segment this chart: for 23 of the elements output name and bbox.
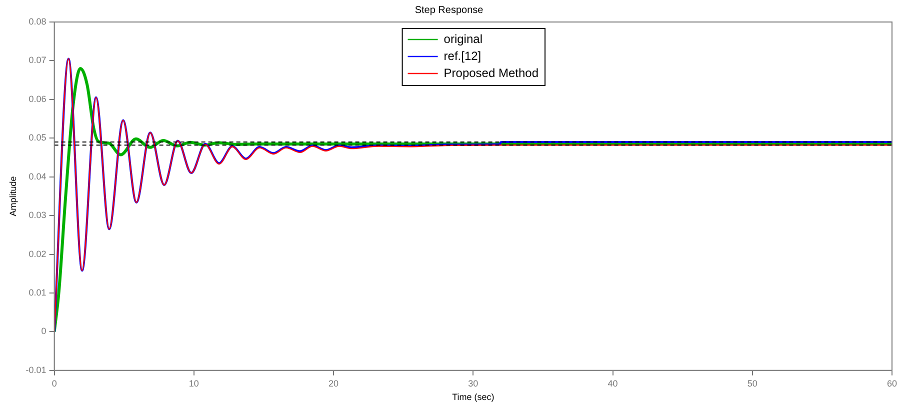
x-tick-label: 30 xyxy=(468,378,478,388)
y-tick-label: 0.01 xyxy=(28,287,46,298)
x-tick-label: 0 xyxy=(52,378,57,388)
legend-label: original xyxy=(444,32,482,46)
y-tick-label: 0.04 xyxy=(28,171,46,182)
x-axis-title: Time (sec) xyxy=(452,392,494,402)
y-tick-label: 0 xyxy=(41,326,46,336)
y-tick-label: -0.01 xyxy=(26,364,46,375)
y-axis-title: Amplitude xyxy=(8,176,18,216)
x-tick-label: 20 xyxy=(328,378,339,388)
x-tick-label: 50 xyxy=(747,378,758,388)
y-tick-label: 0.05 xyxy=(28,132,46,143)
y-tick-label: 0.07 xyxy=(28,55,46,66)
y-tick-label: 0.03 xyxy=(28,210,46,220)
y-tick-label: 0.08 xyxy=(28,16,46,26)
legend-label: ref.[12] xyxy=(444,48,482,63)
x-tick-label: 40 xyxy=(608,378,618,388)
y-tick-label: 0.06 xyxy=(28,94,46,104)
x-tick-label: 10 xyxy=(188,378,199,388)
y-tick-label: 0.02 xyxy=(28,248,46,259)
chart-title: Step Response xyxy=(414,4,484,16)
x-tick-label: 60 xyxy=(886,378,897,388)
legend-label: Proposed Method xyxy=(444,66,539,80)
